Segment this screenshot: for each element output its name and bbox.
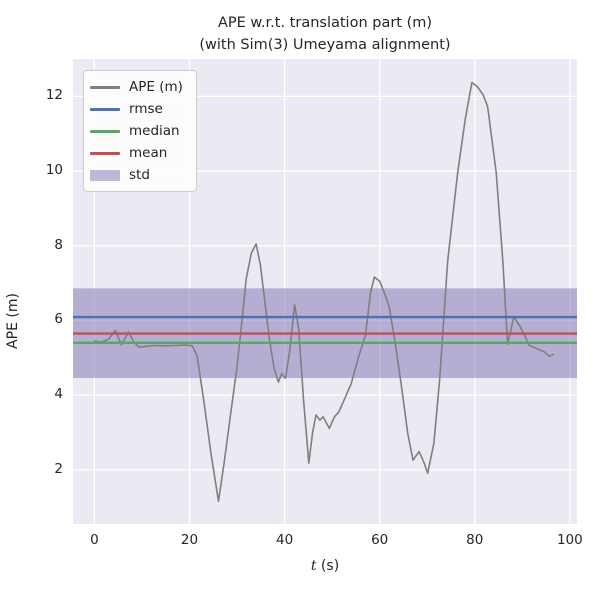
y-tick-label: 8 [54, 236, 63, 253]
legend-label: mean [129, 145, 168, 161]
std-band-swatch-icon [90, 169, 120, 181]
legend-item-median: median [90, 120, 196, 142]
y-tick-label: 2 [54, 460, 63, 477]
rmse-line-swatch-icon [90, 107, 120, 111]
legend-label: median [129, 123, 180, 139]
x-tick-label: 0 [90, 532, 99, 548]
legend: APE (m) rmse median mean std [83, 70, 197, 192]
mean-line-swatch-icon [90, 151, 120, 155]
y-tick-label: 4 [54, 386, 63, 403]
x-tick-label: 60 [371, 532, 389, 548]
legend-label: std [129, 167, 150, 183]
chart-title: APE w.r.t. translation part (m) (with Si… [73, 12, 577, 56]
x-axis-label: t (s) [73, 558, 577, 574]
x-axis-label-unit: (s) [316, 558, 340, 574]
x-tick-label: 40 [275, 532, 294, 548]
legend-item-mean: mean [90, 142, 196, 164]
x-tick-label: 20 [180, 532, 199, 548]
x-axis-label-variable: t [310, 558, 317, 574]
legend-item-ape: APE (m) [90, 76, 196, 98]
ape-series-line [93, 81, 555, 503]
median-line-swatch-icon [90, 129, 120, 133]
legend-label: APE (m) [129, 79, 183, 95]
y-tick-label: 6 [54, 311, 63, 328]
y-tick-label: 10 [45, 162, 63, 179]
chart-title-line1: APE w.r.t. translation part (m) [217, 15, 433, 31]
x-tick-label: 80 [466, 532, 484, 548]
chart-title-line2: (with Sim(3) Umeyama alignment) [199, 37, 451, 53]
y-tick-label: 12 [45, 87, 63, 104]
legend-item-rmse: rmse [90, 98, 196, 120]
y-axis-label: APE (m) [5, 293, 21, 349]
legend-label: rmse [129, 101, 163, 117]
x-tick-label: 100 [556, 532, 583, 548]
ape-line-swatch-icon [90, 85, 120, 89]
legend-item-std: std [90, 164, 196, 186]
